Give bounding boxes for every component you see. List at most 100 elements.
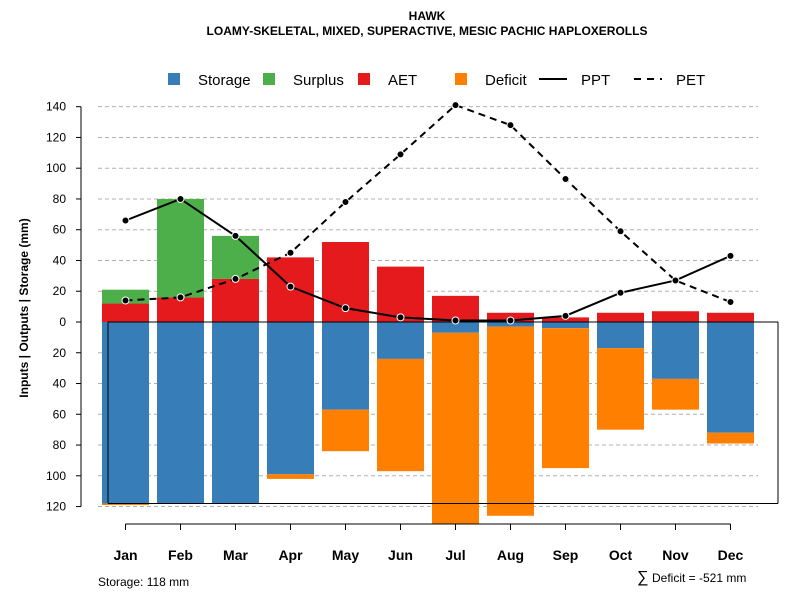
deficit-bar-aug [487,326,534,516]
chart-subtitle: LOAMY-SKELETAL, MIXED, SUPERACTIVE, MESI… [207,24,648,38]
y-tick-label-8: 20 [53,346,67,360]
legend-label-surplus: Surplus [293,72,344,89]
pet-point-oct [616,227,625,236]
surplus-bar-feb [157,198,204,298]
y-tick-label-7: 0 [59,315,66,329]
ppt-point-aug [506,316,515,325]
aet-bar-mar [212,278,259,322]
y-tick-label-13: 120 [46,500,66,514]
storage-bar-nov [652,322,699,379]
ppt-point-sep [561,311,570,320]
y-tick-label-3: 80 [53,192,67,206]
x-tick-label-feb: Feb [168,547,193,563]
x-tick-label-may: May [332,547,359,563]
pet-point-dec [726,298,735,307]
ppt-point-jun [396,313,405,322]
pet-point-feb [176,293,185,302]
y-tick-label-11: 80 [53,438,67,452]
x-tick-label-dec: Dec [718,547,744,563]
deficit-bar-jun [377,358,424,472]
y-tick-label-2: 100 [46,161,66,175]
ppt-point-mar [231,231,240,240]
pet-point-may [341,198,350,207]
footer-sum-symbol: ∑ [637,569,648,586]
footer-deficit: Deficit = -521 mm [652,571,746,585]
deficit-bar-oct [597,348,644,430]
aet-bar-feb [157,297,204,322]
x-tick-label-sep: Sep [553,547,579,563]
aet-bar-nov [652,311,699,322]
storage-bar-may [322,322,369,410]
ppt-point-jul [451,316,460,325]
pet-point-jan [121,296,130,305]
pet-point-jul [451,101,460,110]
ppt-point-jan [121,216,130,225]
chart-title: HAWK [409,9,446,23]
pet-point-apr [286,248,295,257]
storage-bar-sep [542,322,589,329]
storage-bar-mar [212,322,259,504]
pet-point-mar [231,274,240,283]
legend-label-deficit: Deficit [485,72,528,89]
deficit-bar-jan [102,503,149,506]
aet-bar-oct [597,312,644,322]
y-tick-label-12: 100 [46,469,66,483]
aet-bar-dec [707,312,754,322]
y-axis-label: Inputs | Outputs | Storage (mm) [17,218,31,397]
pet-point-aug [506,121,515,130]
deficit-bar-apr [267,474,314,479]
bars [102,198,754,524]
y-tick-label-5: 40 [53,253,67,267]
deficit-bar-jul [432,332,479,524]
axes: 140 120 100 80 60 40 20 0 20 40 60 80 100 120 Jan Feb Ma… [46,100,744,563]
storage-bar-feb [157,322,204,504]
pet-point-jun [396,150,405,159]
y-tick-label-10: 60 [53,407,67,421]
legend-label-ppt: PPT [581,72,610,89]
storage-bar-jan [102,322,149,504]
x-tick-label-apr: Apr [278,547,303,563]
y-tick-label-6: 20 [53,284,67,298]
ppt-line [125,197,731,322]
storage-bar-apr [267,322,314,475]
storage-frames [107,321,779,504]
x-tick-label-jul: Jul [445,547,465,563]
legend: Storage Surplus AET Deficit PPT PET [168,72,705,89]
aet-bar-jun [377,266,424,322]
deficit-bar-nov [652,378,699,410]
y-tick-label-0: 140 [46,100,66,114]
aet-bar-jan [102,303,149,322]
x-tick-label-jan: Jan [113,547,137,563]
deficit-bar-dec [707,432,754,444]
storage-bar-jul [432,322,479,333]
x-tick-label-aug: Aug [497,547,524,563]
deficit-bar-sep [542,328,589,469]
footer-storage: Storage: 118 mm [98,575,189,589]
ppt-point-feb [176,194,185,203]
y-tick-label-4: 60 [53,223,67,237]
x-tick-label-jun: Jun [388,547,413,563]
legend-swatch-deficit [455,73,467,85]
legend-swatch-storage [168,73,180,85]
surplus-bar-mar [212,235,259,279]
pet-point-sep [561,174,570,183]
legend-swatch-surplus [263,73,275,85]
x-tick-label-mar: Mar [223,547,248,563]
storage-bar-jun [377,322,424,359]
ppt-point-oct [616,288,625,297]
x-tick-label-oct: Oct [609,547,633,563]
ppt-point-may [341,304,350,313]
deficit-bar-may [322,409,369,452]
ppt-point-dec [726,251,735,260]
legend-label-storage: Storage [198,72,251,89]
storage-bar-oct [597,322,644,349]
ppt-point-apr [286,282,295,291]
storage-bar-dec [707,322,754,433]
y-tick-label-9: 40 [53,377,67,391]
pet-point-nov [671,276,680,285]
legend-label-pet: PET [676,72,705,89]
gridlines [98,106,758,508]
legend-swatch-aet [358,73,370,85]
y-tick-label-1: 120 [46,130,66,144]
